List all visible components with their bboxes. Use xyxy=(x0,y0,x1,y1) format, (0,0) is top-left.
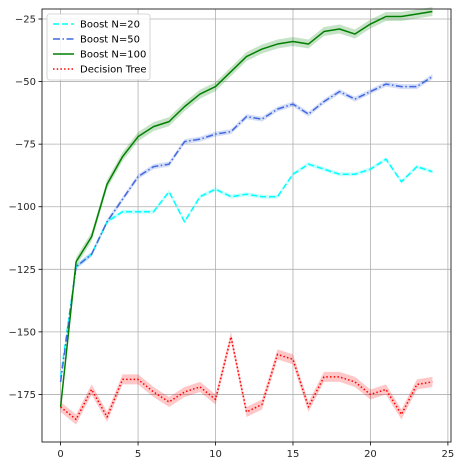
legend: Boost N=20 Boost N=50 Boost N=100 Decision … xyxy=(46,13,151,81)
confidence-bands xyxy=(60,7,433,425)
y-tick-label: −150 xyxy=(9,327,36,338)
grid-lines xyxy=(42,9,451,442)
y-tick-label: −75 xyxy=(15,140,36,151)
series-band xyxy=(60,331,433,425)
series-band xyxy=(60,157,433,379)
series-line xyxy=(59,10,433,408)
series-line xyxy=(60,336,433,421)
x-tick-label: 0 xyxy=(57,449,63,460)
y-tick-label: −50 xyxy=(15,77,36,88)
legend-label: Boost N=50 xyxy=(80,35,140,46)
legend-label: Boost N=20 xyxy=(80,20,140,31)
legend-box xyxy=(46,13,151,81)
y-axis-ticks: −175 −150 −125 −100 −75 −50 −25 xyxy=(9,15,42,401)
legend-label: Decision Tree xyxy=(80,65,147,76)
y-tick-label: −100 xyxy=(9,202,36,213)
x-tick-label: 25 xyxy=(442,449,455,460)
x-tick-label: 20 xyxy=(364,449,377,460)
series-line xyxy=(59,158,433,378)
y-tick-label: −175 xyxy=(9,390,36,401)
x-axis-ticks: 0 5 10 15 20 25 xyxy=(57,442,454,460)
y-tick-label: −125 xyxy=(9,265,36,276)
plot-area-frame xyxy=(41,8,452,443)
x-tick-label: 10 xyxy=(209,449,222,460)
series-lines xyxy=(59,10,433,421)
y-tick-label: −25 xyxy=(15,15,36,26)
x-tick-label: 5 xyxy=(135,449,141,460)
series-line xyxy=(59,75,433,383)
legend-label: Boost N=100 xyxy=(80,50,146,61)
x-tick-label: 15 xyxy=(287,449,300,460)
